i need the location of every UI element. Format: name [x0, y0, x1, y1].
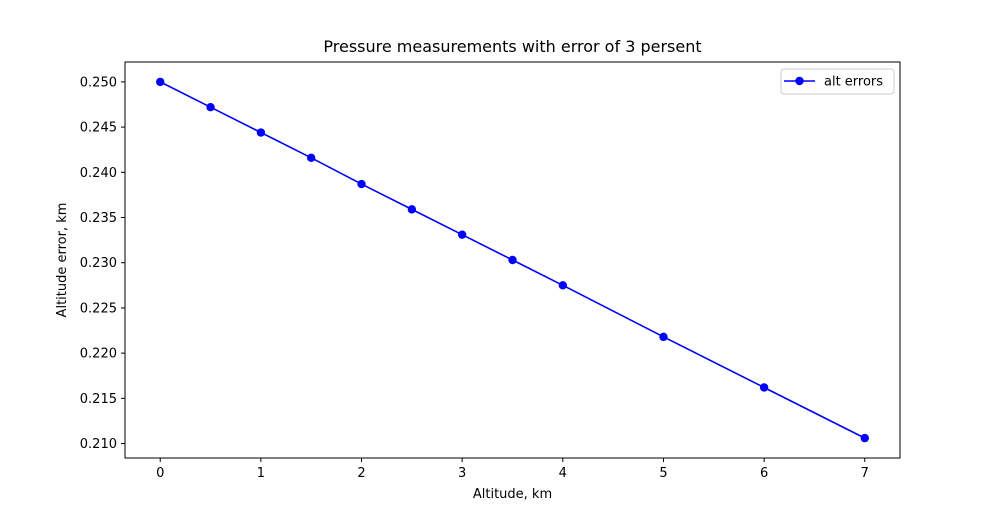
y-axis: 0.210 0.215 0.220 0.225 0.230 0.235 0.240 0.245…	[80, 75, 125, 452]
x-tick-label: 7	[861, 466, 869, 481]
data-point	[156, 77, 165, 87]
legend-marker-swatch	[795, 76, 804, 86]
x-tick-label: 1	[257, 466, 265, 481]
data-point	[558, 281, 568, 290]
x-tick-label: 4	[559, 466, 567, 481]
data-point	[508, 255, 517, 265]
legend: alt errors	[780, 68, 895, 95]
x-tick-label: 3	[458, 466, 466, 481]
y-tick-label: 0.250	[80, 75, 117, 90]
legend-box	[780, 68, 895, 95]
data-point	[457, 230, 467, 239]
x-tick-label: 0	[156, 466, 164, 481]
x-tick-label: 6	[760, 466, 768, 481]
x-axis: 0 1 2 3 4 5 6 7	[156, 458, 869, 481]
data-point	[357, 179, 366, 189]
data-point	[407, 205, 417, 214]
y-tick-label: 0.225	[80, 301, 117, 316]
y-tick-label: 0.210	[80, 437, 117, 452]
series-line-0	[159, 81, 866, 439]
x-tick-label: 2	[357, 466, 365, 481]
data-point	[759, 383, 769, 392]
plot-area	[124, 61, 901, 459]
data-point	[206, 103, 215, 112]
y-tick-label: 0.220	[80, 347, 117, 362]
series-layer	[156, 77, 869, 443]
y-tick-label: 0.215	[80, 392, 117, 407]
data-point	[307, 153, 316, 163]
y-tick-label: 0.235	[80, 211, 117, 226]
y-tick-label: 0.245	[80, 121, 117, 136]
chart-title: Pressure measurements with error of 3 pe…	[323, 37, 701, 56]
x-tick-label: 5	[659, 466, 667, 481]
y-axis-title: Altitude error, km	[55, 203, 70, 318]
data-point	[860, 433, 869, 443]
data-point	[256, 128, 266, 137]
y-tick-label: 0.230	[80, 256, 117, 271]
legend-label-alt-errors: alt errors	[824, 75, 883, 90]
y-tick-label: 0.240	[80, 166, 117, 181]
data-point	[659, 332, 668, 342]
x-axis-title: Altitude, km	[473, 487, 552, 502]
